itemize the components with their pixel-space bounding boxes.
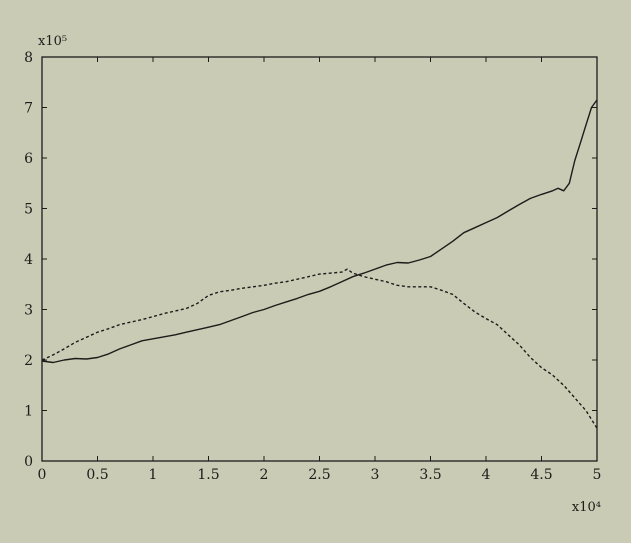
series-group	[41, 99, 598, 429]
y-tick-marks	[42, 56, 597, 462]
y-tick-label: 5	[24, 202, 33, 218]
x-tick-label: 3	[371, 467, 380, 483]
x-tick-label: 1	[149, 467, 158, 483]
x-tick-label: 4	[482, 467, 491, 483]
y-tick-label: 6	[24, 151, 33, 167]
x-tick-marks	[41, 57, 598, 461]
x-tick-label: 2.5	[308, 467, 330, 483]
series-line-dashed	[41, 268, 598, 429]
x-tick-label: 0.5	[86, 467, 108, 483]
y-tick-label: 7	[24, 101, 33, 117]
x-tick-label: 2	[260, 467, 269, 483]
y-tick-label: 8	[24, 50, 33, 66]
y-tick-label: 2	[24, 353, 33, 369]
y-exponent-label: x10⁵	[38, 34, 67, 49]
y-tick-label: 0	[24, 454, 33, 470]
x-tick-label: 3.5	[419, 467, 441, 483]
x-tick-label: 5	[593, 467, 602, 483]
x-exponent-label: x10⁴	[572, 500, 601, 515]
y-tick-labels: 0 1 2 3 4 5 6 7 8	[24, 50, 33, 470]
y-tick-label: 3	[24, 303, 33, 319]
x-tick-labels: 0 0.5 1 1.5 2 2.5 3 3.5 4 4.5 5	[38, 467, 602, 483]
plot-area-frame	[41, 56, 598, 462]
y-tick-label: 1	[24, 404, 33, 420]
series-line-solid	[41, 99, 598, 364]
x-tick-label: 4.5	[530, 467, 552, 483]
x-tick-label: 1.5	[197, 467, 219, 483]
y-tick-label: 4	[24, 252, 33, 268]
x-tick-label: 0	[38, 467, 47, 483]
